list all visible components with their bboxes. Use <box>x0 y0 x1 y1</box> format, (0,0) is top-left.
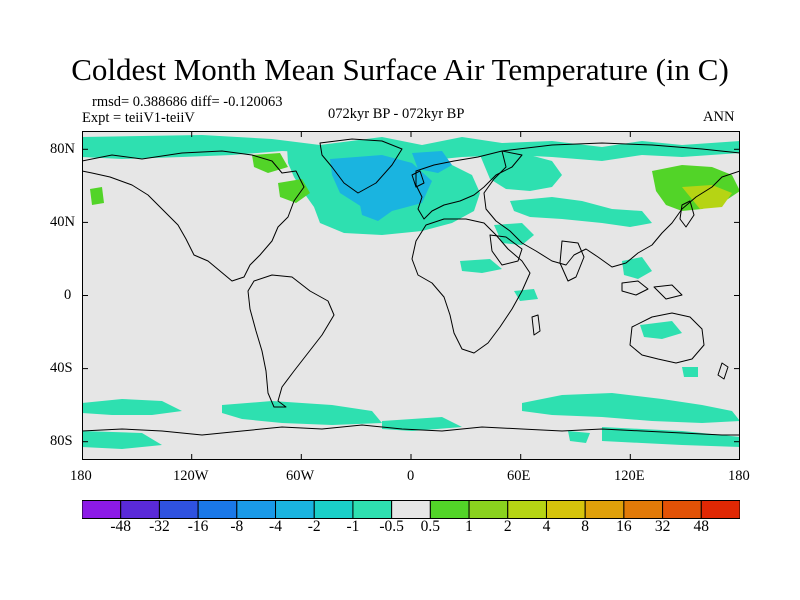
tick-marks <box>82 131 740 460</box>
colorbar-box <box>429 500 470 519</box>
colorbar-box <box>313 500 354 519</box>
colorbar-label: 16 <box>616 518 632 535</box>
anomaly-cold-patches <box>330 151 452 221</box>
y-tick-label: 80N <box>50 141 75 157</box>
season-label: ANN <box>703 109 735 125</box>
colorbar-box <box>352 500 393 519</box>
map-panel <box>82 131 740 460</box>
colorbar-box <box>120 500 160 519</box>
colorbar-label: 4 <box>542 518 551 535</box>
colorbar-label: -4 <box>269 518 282 535</box>
x-tick-label: 180 <box>728 468 750 484</box>
anomaly-warmer-patches <box>682 185 732 209</box>
experiment-label: Expt = teiiV1-teiiV <box>82 110 195 126</box>
colorbar-label: 48 <box>693 518 710 535</box>
colorbar-label: -8 <box>230 518 244 535</box>
y-tick-label: 80S <box>50 433 73 449</box>
colorbar-box <box>507 500 547 519</box>
colorbar-label: 0.5 <box>420 518 441 535</box>
colorbar-box <box>82 500 122 519</box>
colorbar-box <box>236 500 277 519</box>
colorbar-box <box>197 500 238 519</box>
x-tick-label: 60W <box>286 468 315 484</box>
map-svg <box>82 131 740 460</box>
colorbar-label: -32 <box>149 518 170 535</box>
colorbar-label: 1 <box>465 518 473 535</box>
colorbar-label: 8 <box>581 518 590 535</box>
colorbar-box <box>700 500 740 519</box>
colorbar-box <box>158 500 199 519</box>
coastlines <box>82 138 740 436</box>
colorbar-label: 2 <box>503 518 512 535</box>
period-label: 072kyr BP - 072kyr BP <box>328 106 465 122</box>
colorbar-box <box>623 500 664 519</box>
colorbar-label: -1 <box>346 518 360 535</box>
colorbar-label: 32 <box>654 518 671 535</box>
x-tick-label: 0 <box>407 468 415 484</box>
colorbar-label: -48 <box>110 518 132 535</box>
x-tick-label: 180 <box>70 468 92 484</box>
y-tick-label: 40S <box>50 360 73 376</box>
x-tick-label: 120E <box>614 468 645 484</box>
colorbar-label: -2 <box>307 518 321 535</box>
colorbar-svg <box>82 500 740 519</box>
stats-text: rmsd= 0.388686 diff= -0.120063 <box>92 94 283 110</box>
colorbar-label: -16 <box>187 518 209 535</box>
colorbar-box <box>391 500 431 519</box>
colorbar-box <box>468 500 509 519</box>
colorbar <box>82 500 740 519</box>
y-tick-label: 0 <box>64 287 72 303</box>
y-tick-label: 40N <box>50 214 75 230</box>
x-tick-label: 60E <box>507 468 531 484</box>
x-tick-label: 120W <box>173 468 209 484</box>
colorbar-box <box>584 500 625 519</box>
plot-title: Coldest Month Mean Surface Air Temperatu… <box>71 52 729 87</box>
colorbar-box <box>662 500 702 519</box>
colorbar-label: -0.5 <box>379 518 404 535</box>
colorbar-box <box>545 500 586 519</box>
colorbar-box <box>275 500 315 519</box>
